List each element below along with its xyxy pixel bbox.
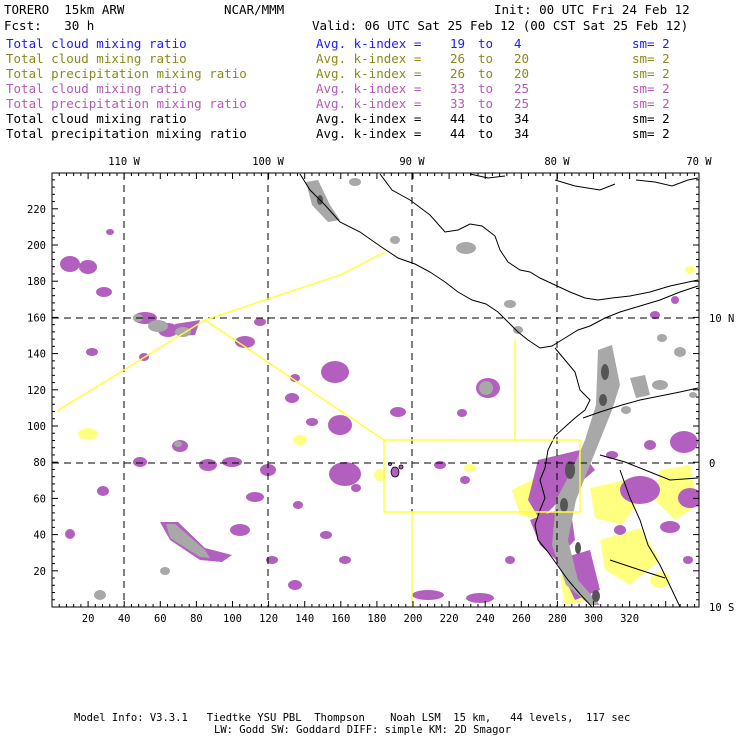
x-tick-label: 280 — [548, 613, 567, 625]
legend-avg-label: Avg. k-index = — [316, 36, 422, 51]
x-tick-label: 60 — [154, 613, 167, 625]
map-background — [52, 173, 699, 607]
y-tick-label: 40 — [33, 530, 46, 542]
axis-ticks — [52, 173, 699, 607]
x-tick-label: 40 — [118, 613, 131, 625]
latitude-label: 0 — [709, 458, 715, 470]
longitude-label: 100 W — [252, 156, 284, 168]
longitude-label: 90 W — [399, 156, 425, 168]
x-tick-label: 180 — [367, 613, 386, 625]
galapagos — [388, 462, 404, 478]
legend-to-word: to — [478, 36, 494, 51]
x-tick-label: 120 — [259, 613, 278, 625]
legend-from: 44 — [450, 111, 466, 126]
latitude-label: 10 S — [709, 602, 734, 614]
legend-sm: sm= 2 — [632, 126, 670, 141]
latlon-grid — [52, 173, 699, 607]
legend-sm: sm= 2 — [632, 51, 670, 66]
legend-to-word: to — [478, 66, 494, 81]
x-tick-label: 200 — [404, 613, 423, 625]
dark-cores — [317, 195, 609, 602]
x-tick-label: 300 — [584, 613, 603, 625]
x-tick-label: 220 — [440, 613, 459, 625]
legend-avg-label: Avg. k-index = — [316, 126, 422, 141]
tick-labels: 20 40 60 80 100 120 140 160 180 200 220 240 260 280 30… — [27, 156, 734, 625]
coastlines — [299, 173, 699, 607]
legend-to: 20 — [514, 51, 530, 66]
x-tick-label: 140 — [295, 613, 314, 625]
valid-time: Valid: 06 UTC Sat 25 Feb 12 (00 CST Sat … — [312, 18, 689, 33]
longitude-label: 80 W — [544, 156, 570, 168]
legend-avg-label: Avg. k-index = — [316, 81, 422, 96]
legend-to: 20 — [514, 66, 530, 81]
center-name: NCAR/MMM — [224, 2, 285, 17]
legend-from: 19 — [450, 36, 466, 51]
longitude-label: 110 W — [108, 156, 140, 168]
legend-from: 26 — [450, 66, 466, 81]
y-tick-label: 160 — [27, 312, 46, 324]
footer-model-info: Model Info: V3.3.1 Tiedtke YSU PBL Thomp… — [74, 712, 631, 724]
y-tick-label: 140 — [27, 349, 46, 361]
y-tick-label: 20 — [33, 566, 46, 578]
x-tick-label: 20 — [82, 613, 95, 625]
x-tick-label: 260 — [512, 613, 531, 625]
legend-field: Total cloud mixing ratio — [6, 111, 187, 126]
field-layer — [52, 173, 699, 607]
legend-sm: sm= 2 — [632, 81, 670, 96]
forecast-hour: Fcst: 30 h — [4, 18, 95, 33]
legend-to: 4 — [514, 36, 522, 51]
x-tick-label: 80 — [190, 613, 203, 625]
legend-from: 26 — [450, 51, 466, 66]
legend-to: 25 — [514, 81, 530, 96]
legend-to: 25 — [514, 96, 530, 111]
model-title: TORERO 15km ARW — [4, 2, 125, 17]
legend-field: Total precipitation mixing ratio — [6, 126, 247, 141]
legend-field: Total cloud mixing ratio — [6, 81, 187, 96]
latitude-label: 10 N — [709, 313, 734, 325]
x-tick-label: 100 — [223, 613, 242, 625]
legend-avg-label: Avg. k-index = — [316, 66, 422, 81]
legend-field: Total cloud mixing ratio — [6, 36, 187, 51]
legend-field: Total precipitation mixing ratio — [6, 96, 247, 111]
gray-areas — [94, 178, 697, 605]
domain-boundaries — [56, 251, 581, 607]
legend-avg-label: Avg. k-index = — [316, 96, 422, 111]
legend-from: 44 — [450, 126, 466, 141]
y-tick-label: 200 — [27, 240, 46, 252]
y-tick-label: 100 — [27, 421, 46, 433]
x-tick-label: 160 — [331, 613, 350, 625]
legend-sm: sm= 2 — [632, 36, 670, 51]
legend-sm: sm= 2 — [632, 96, 670, 111]
legend-field: Total cloud mixing ratio — [6, 51, 187, 66]
legend-to-word: to — [478, 126, 494, 141]
legend-to-word: to — [478, 111, 494, 126]
legend-sm: sm= 2 — [632, 66, 670, 81]
legend-to: 34 — [514, 126, 530, 141]
footer-physics-info: LW: Godd SW: Goddard DIFF: simple KM: 2D… — [214, 724, 512, 736]
legend-avg-label: Avg. k-index = — [316, 111, 422, 126]
init-time: Init: 00 UTC Fri 24 Feb 12 — [494, 2, 690, 17]
legend-to: 34 — [514, 111, 530, 126]
legend-field: Total precipitation mixing ratio — [6, 66, 247, 81]
legend-avg-label: Avg. k-index = — [316, 51, 422, 66]
legend-from: 33 — [450, 96, 466, 111]
x-tick-label: 320 — [620, 613, 639, 625]
legend-to-word: to — [478, 51, 494, 66]
legend-to-word: to — [478, 81, 494, 96]
legend-to-word: to — [478, 96, 494, 111]
longitude-label: 70 W — [686, 156, 712, 168]
y-tick-label: 220 — [27, 204, 46, 216]
y-tick-label: 180 — [27, 276, 46, 288]
y-tick-label: 80 — [33, 457, 46, 469]
y-tick-label: 60 — [33, 493, 46, 505]
legend-from: 33 — [450, 81, 466, 96]
x-tick-label: 240 — [476, 613, 495, 625]
legend-sm: sm= 2 — [632, 111, 670, 126]
y-tick-label: 120 — [27, 385, 46, 397]
